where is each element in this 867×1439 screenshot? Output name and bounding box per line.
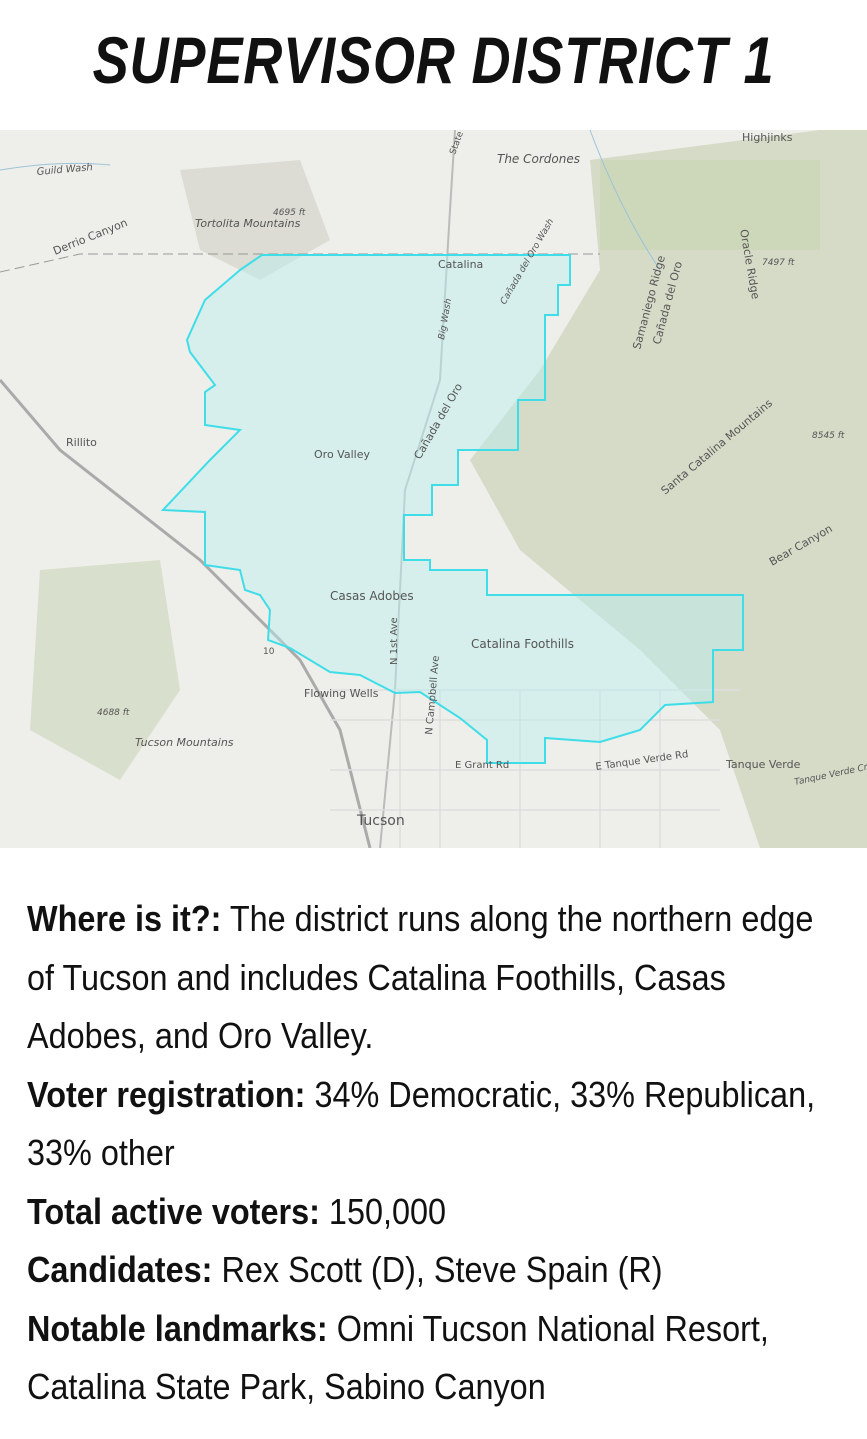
map-label: Tucson Mountains — [135, 736, 234, 749]
terrain — [180, 160, 330, 280]
map-label: N 1st Ave — [389, 617, 400, 665]
info-text: Omni Tucson National Resort, Catalina St… — [27, 1307, 769, 1408]
map-label: 4688 ft — [97, 708, 130, 718]
map-label: Tucson — [356, 813, 405, 829]
map-label: E Grant Rd — [455, 760, 509, 771]
district-boundary — [160, 254, 744, 764]
terrain — [30, 560, 180, 780]
map-label: Catalina — [438, 258, 483, 271]
info-item: Where is it?: The district runs along th… — [27, 890, 837, 1066]
info-label: Candidates: — [27, 1249, 213, 1290]
map-label: Guild Wash — [36, 162, 93, 178]
info-item: Candidates: Rex Scott (D), Steve Spain (… — [27, 1241, 837, 1300]
info-label: Total active voters: — [27, 1190, 320, 1232]
map-label: Flowing Wells — [304, 687, 379, 700]
info-text: 34% Democratic, 33% Republican, 33% othe… — [27, 1073, 816, 1174]
info-text: The district runs along the northern edg… — [27, 898, 814, 1056]
map-label: 8545 ft — [812, 431, 845, 441]
info: Where is it?: The district runs along th… — [27, 890, 837, 1417]
title: SUPERVISOR DISTRICT 1 — [92, 23, 775, 97]
street-grid — [330, 689, 740, 848]
forest-area — [600, 160, 820, 250]
highway — [379, 130, 456, 848]
map-label: Highjinks — [742, 131, 793, 144]
info-text: Rex Scott (D), Steve Spain (R) — [221, 1249, 663, 1290]
info-label: Where is it?: — [27, 898, 222, 939]
info-item: Voter registration: 34% Democratic, 33% … — [27, 1066, 837, 1183]
map-label: The Cordones — [497, 152, 580, 166]
map-label: 7497 ft — [762, 258, 795, 268]
info-item: Notable landmarks: Omni Tucson National … — [27, 1300, 837, 1417]
map-label: Tortolita Mountains — [195, 217, 301, 230]
map-label: Casas Adobes — [330, 589, 414, 603]
mountain-terrain — [470, 130, 867, 848]
interstate — [0, 379, 372, 848]
map-label: Rillito — [66, 436, 97, 449]
info-label: Notable landmarks: — [27, 1307, 328, 1349]
map-label: 4695 ft — [273, 208, 306, 218]
map-label: 10 — [263, 647, 275, 657]
map-label: Oro Valley — [314, 448, 370, 461]
map-label: Tanque Verde — [725, 758, 801, 771]
info-item: Total active voters: 150,000 — [27, 1183, 837, 1242]
map-label: Catalina Foothills — [471, 637, 574, 651]
info-label: Voter registration: — [27, 1073, 306, 1115]
wash — [0, 130, 661, 271]
info-text: 150,000 — [328, 1190, 447, 1232]
